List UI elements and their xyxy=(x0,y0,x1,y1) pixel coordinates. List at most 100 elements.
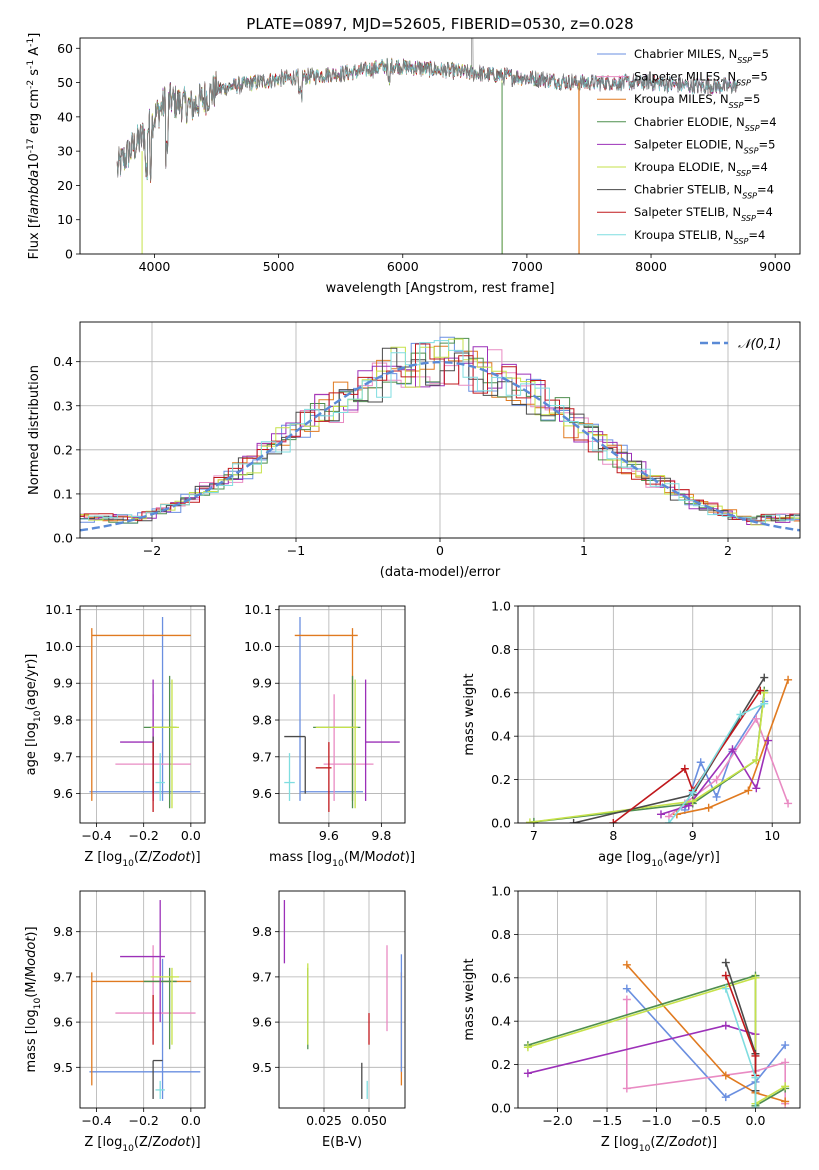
x-tick-label: 1 xyxy=(580,543,588,558)
legend-label-main: Chabrier MILES, N xyxy=(634,47,737,61)
label-superscript: -1 xyxy=(26,38,36,47)
legend-label: Salpeter STELIB, NSSP=4 xyxy=(634,205,773,223)
legend-label-sub: SSP xyxy=(742,191,757,200)
y-tick-label: 9.8 xyxy=(53,924,73,939)
legend-label-sub: SSP xyxy=(736,78,751,87)
legend-label-end: =5 xyxy=(743,92,760,106)
weight-marker xyxy=(784,799,793,808)
x-tick-label: −2.0 xyxy=(542,1113,572,1128)
y-tick-label: 50 xyxy=(57,75,73,90)
x-tick-label: 6000 xyxy=(387,259,419,274)
label-superscript: -17 xyxy=(26,138,36,153)
weight-series xyxy=(676,679,789,816)
label-text: mass weight xyxy=(462,673,477,755)
label-text: )] xyxy=(405,850,415,865)
weight-marker xyxy=(751,973,760,982)
weight-marker xyxy=(523,1069,532,1078)
axes-frame xyxy=(79,605,206,824)
legend-label-sub: SSP xyxy=(741,214,756,223)
weight-series xyxy=(725,975,757,1076)
y-tick-label: 0.6 xyxy=(491,970,511,985)
y-tick-label: 0.0 xyxy=(491,1101,511,1116)
histogram-series xyxy=(80,338,800,526)
axes-frame xyxy=(517,890,801,1109)
label-text: (age/yr)] xyxy=(663,850,720,865)
label-math: odot xyxy=(161,1135,191,1150)
label-subscript: 10 xyxy=(639,1144,651,1154)
y-tick-label: 0.0 xyxy=(53,531,73,546)
y-tick-label: 0.2 xyxy=(491,1057,511,1072)
x-tick-label: 9 xyxy=(689,828,697,843)
x-tick-label: 10 xyxy=(764,828,780,843)
x-tick-label: −0.2 xyxy=(128,828,158,843)
legend-label: Chabrier MILES, NSSP=5 xyxy=(634,47,769,65)
panel-age_vs_Z: −0.4 −0.2 0.09.69.79.89.910.010.1Z [log10(… xyxy=(24,602,206,869)
label-text: (M/M xyxy=(24,966,39,998)
legend-label: Kroupa MILES, NSSP=5 xyxy=(634,92,760,110)
weight-marker xyxy=(656,810,665,819)
weight-marker xyxy=(760,699,769,708)
weight-marker xyxy=(721,1021,730,1030)
y-tick-label: 40 xyxy=(57,109,73,124)
weight-marker xyxy=(622,984,631,993)
age_vs_Z-points xyxy=(89,617,201,812)
legend-label-end: =4 xyxy=(751,160,768,174)
weight-marker xyxy=(523,1043,532,1052)
label-text: (Z/Z xyxy=(134,1135,161,1150)
legend-label-end: =5 xyxy=(751,70,768,84)
panel-age_vs_mass: 9.6 9.8 9.6 9.7 9.8 9.9 10.0 10.1 mass [log10(M/… xyxy=(244,602,415,869)
weight-marker xyxy=(721,984,730,993)
legend-label-sub: SSP xyxy=(745,123,760,132)
weight-marker xyxy=(752,784,761,793)
label-text: (age/yr)] xyxy=(24,654,39,711)
label-text: ] xyxy=(27,33,42,38)
weight-series xyxy=(668,702,765,823)
label-text: Z [log xyxy=(84,1135,122,1150)
x-tick-label: 2 xyxy=(724,543,732,558)
axes-frame xyxy=(278,605,406,824)
label-text: s xyxy=(27,69,42,80)
label-text: mass weight xyxy=(462,958,477,1040)
label-subscript: 10 xyxy=(33,998,43,1010)
x-tick-label: −1 xyxy=(287,543,305,558)
label-math: lambda xyxy=(27,170,42,219)
y-tick-label: 1.0 xyxy=(491,599,511,614)
mass_vs_Z-points xyxy=(89,900,201,1099)
weight_vs_age-lines xyxy=(525,673,793,823)
y-tick-label: 30 xyxy=(57,144,73,159)
label-text: A xyxy=(27,47,42,60)
label-text: (M/M xyxy=(344,850,376,865)
label-math: odot xyxy=(376,850,406,865)
y-tick-label: 0.2 xyxy=(491,772,511,787)
legend-label: Chabrier ELODIE, NSSP=4 xyxy=(634,115,777,133)
legend-label-end: =4 xyxy=(756,205,773,219)
y-tick-label: 9.6 xyxy=(252,786,272,801)
y-tick-label: 9.8 xyxy=(252,924,272,939)
weight-marker xyxy=(751,1073,760,1082)
weight-series xyxy=(529,692,766,823)
legend-label-main: Kroupa STELIB, N xyxy=(634,228,734,242)
y-tick-label: 0.8 xyxy=(491,642,511,657)
weight-marker xyxy=(696,758,705,767)
x-tick-label: −1.5 xyxy=(592,1113,622,1128)
x-axis-label: Z [log10(Z/Zodot)] xyxy=(84,850,200,869)
weight-marker xyxy=(609,819,618,823)
weight-marker xyxy=(751,1104,760,1108)
label-text: 10 xyxy=(27,153,42,170)
y-tick-label: 20 xyxy=(57,178,73,193)
x-axis-label: Z [log10(Z/Zodot)] xyxy=(84,1135,200,1154)
y-tick-label: 0.1 xyxy=(53,486,73,501)
weight-marker xyxy=(781,1058,790,1067)
weight-marker xyxy=(752,714,761,723)
y-tick-label: 9.8 xyxy=(53,713,73,728)
legend-label-end: =4 xyxy=(748,228,765,242)
label-subscript: 10 xyxy=(651,859,663,869)
y-tick-label: 10 xyxy=(57,212,73,227)
label-superscript: -2 xyxy=(26,80,36,89)
panel-spectrum: 4000 5000 6000 7000 8000 9000 0 10 20 30 40 50 60 wav… xyxy=(26,33,801,296)
x-axis-label: (data-model)/error xyxy=(380,565,501,580)
y-axis-label: mass [log10(M/Modot)] xyxy=(24,926,43,1072)
axes-frame xyxy=(517,605,801,824)
y-axis-label: mass weight xyxy=(462,673,477,755)
